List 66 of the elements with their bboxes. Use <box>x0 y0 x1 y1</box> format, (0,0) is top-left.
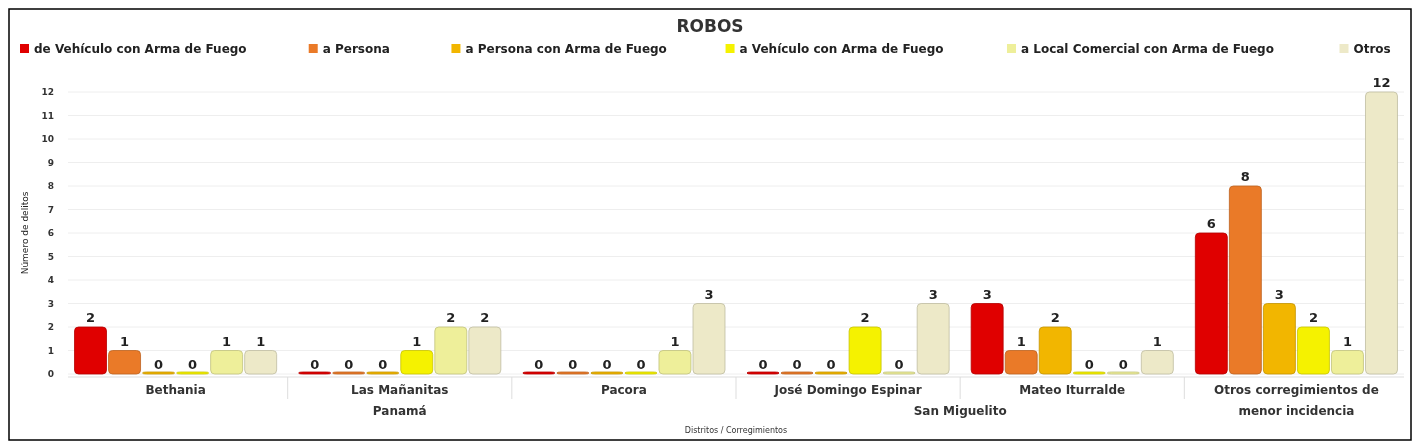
y-axis-title: Número de delitos <box>20 191 30 275</box>
legend-label: de Vehículo con Arma de Fuego <box>34 42 247 56</box>
data-label: 8 <box>1240 169 1250 184</box>
data-label: 2 <box>480 310 490 325</box>
legend-label: Otros <box>1353 42 1391 56</box>
data-label: 0 <box>758 357 768 372</box>
data-label: 0 <box>1118 357 1128 372</box>
chart-title: ROBOS <box>676 16 744 36</box>
text: San Miguelito <box>913 404 1007 418</box>
data-label: 3 <box>704 286 714 302</box>
data-label: 1 <box>412 333 422 349</box>
data-label: 1 <box>1152 333 1162 349</box>
legend-label: a Persona <box>322 42 390 56</box>
x-tick-label: Pacora <box>600 383 647 397</box>
data-label: 3 <box>928 286 938 302</box>
data-label: 1 <box>670 333 680 349</box>
data-label: 0 <box>894 357 904 372</box>
y-tick-label: 4 <box>47 275 54 285</box>
data-label: 2 <box>860 310 870 325</box>
data-label: 0 <box>344 357 354 372</box>
data-label: 12 <box>1372 75 1391 90</box>
text: Panamá <box>372 404 427 418</box>
data-label: 0 <box>792 357 802 372</box>
y-tick-label: 7 <box>47 204 54 215</box>
data-label: 0 <box>188 357 198 372</box>
data-label: 1 <box>120 333 130 349</box>
legend-label: a Persona con Arma de Fuego <box>465 42 667 56</box>
data-label: 2 <box>1050 310 1060 325</box>
data-label: 0 <box>826 357 836 372</box>
data-label: 0 <box>378 357 388 372</box>
data-label: 1 <box>256 333 266 349</box>
y-tick-label: 1 <box>47 345 54 356</box>
legend-label: a Local Comercial con Arma de Fuego <box>1020 42 1274 56</box>
x-tick-label: Otros corregimientos de menor incidencia <box>1214 383 1379 418</box>
data-label: 0 <box>534 357 544 372</box>
y-tick-label: 11 <box>41 110 54 121</box>
y-tick-label: 2 <box>47 322 54 332</box>
data-label: 2 <box>446 310 456 325</box>
y-tick-label: 10 <box>41 134 54 144</box>
data-label: 2 <box>86 310 96 325</box>
y-tick-label: 9 <box>47 157 54 168</box>
x-tick-label: Mateo Iturralde <box>1019 383 1126 397</box>
data-label: 3 <box>982 286 992 302</box>
y-tick-label: 12 <box>41 87 54 97</box>
data-label: 1 <box>1016 333 1026 349</box>
data-label: 1 <box>222 333 232 349</box>
data-label: 0 <box>602 357 612 372</box>
y-tick-label: 8 <box>47 181 54 191</box>
data-label: 3 <box>1274 286 1284 302</box>
y-tick-label: 0 <box>47 369 54 379</box>
data-label: 0 <box>310 357 320 372</box>
data-label: 0 <box>636 357 646 372</box>
data-label: 0 <box>568 357 578 372</box>
data-label: 6 <box>1206 216 1216 231</box>
x-tick-label: Bethania <box>145 383 206 397</box>
legend-label: a Vehículo con Arma de Fuego <box>739 42 944 56</box>
y-tick-label: 3 <box>47 298 54 309</box>
data-label: 1 <box>1342 333 1352 349</box>
x-tick-label: José Domingo Espinar <box>773 383 922 397</box>
y-tick-label: 6 <box>47 228 54 238</box>
y-tick-label: 5 <box>47 251 54 262</box>
data-label: 0 <box>1084 357 1094 372</box>
x-axis-title: Distritos / Corregimientos <box>684 426 788 435</box>
data-label: 0 <box>154 357 164 372</box>
data-label: 2 <box>1308 310 1318 325</box>
x-tick-label: Las Mañanitas <box>351 383 449 397</box>
